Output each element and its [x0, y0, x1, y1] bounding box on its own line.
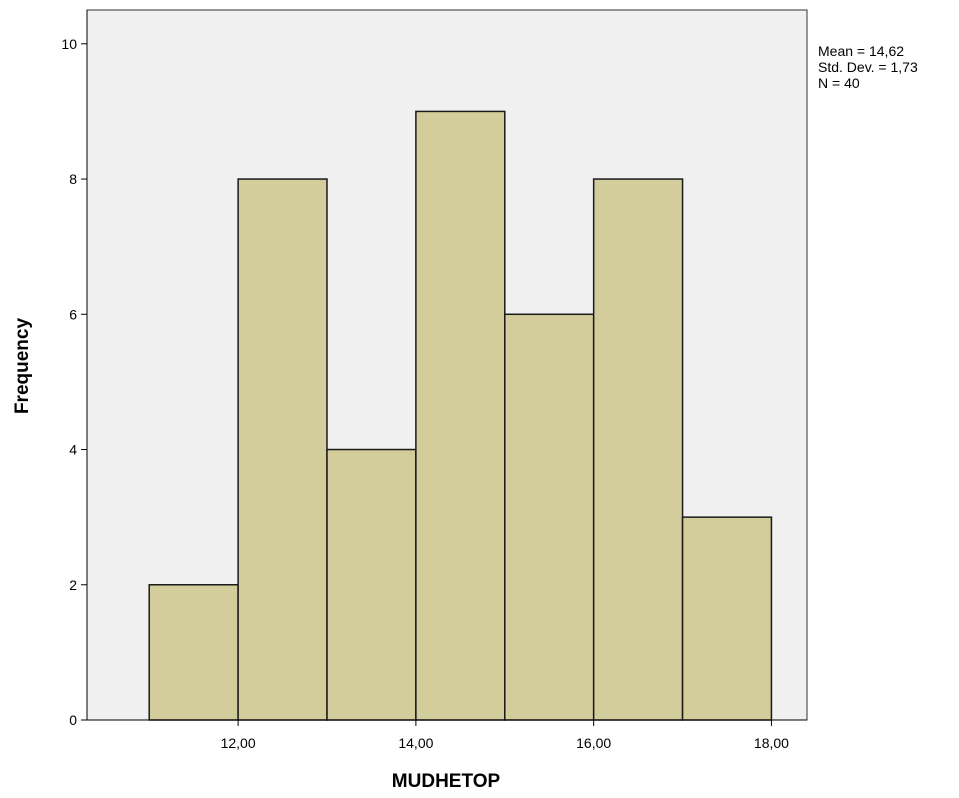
x-tick-label: 18,00: [754, 735, 789, 751]
stats-mean: Mean = 14,62: [818, 43, 904, 59]
stats-std-dev: Std. Dev. = 1,73: [818, 59, 918, 75]
histogram-bar: [148, 584, 239, 721]
x-axis: 12,00 14,00 16,00 18,00: [87, 719, 807, 751]
y-tick-label: 6: [69, 306, 77, 322]
histogram-bars: [148, 110, 773, 721]
x-tick-label: 14,00: [398, 735, 433, 751]
y-tick-label: 0: [69, 712, 77, 728]
y-axis: 0 2 4 6 8 10: [61, 10, 88, 728]
y-tick-label: 8: [69, 171, 77, 187]
histogram-bar: [415, 110, 506, 721]
y-tick-label: 10: [61, 36, 77, 52]
y-tick-label: 2: [69, 577, 77, 593]
histogram-bar: [237, 178, 328, 721]
x-axis-title: MUDHETOP: [392, 771, 501, 792]
histogram-bar: [592, 178, 684, 721]
y-axis-title: Frequency: [12, 318, 33, 415]
x-tick-label: 12,00: [221, 735, 256, 751]
histogram-bar: [504, 313, 595, 721]
stats-n: N = 40: [818, 75, 860, 91]
histogram-bar: [326, 448, 417, 721]
statistics-legend: Mean = 14,62 Std. Dev. = 1,73 N = 40: [818, 43, 918, 91]
y-tick-label: 4: [69, 442, 77, 458]
x-tick-label: 16,00: [576, 735, 611, 751]
histogram-bar: [681, 516, 773, 721]
